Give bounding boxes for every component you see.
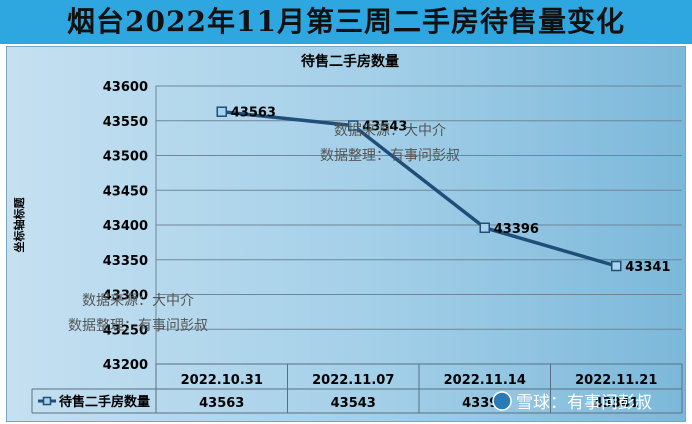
watermark-left-line1: 数据来源：大中介 <box>82 293 194 309</box>
watermark-corner: 雪球：有事问彭叔 <box>492 391 652 413</box>
y-tick-label: 43500 <box>103 150 148 165</box>
data-point-marker <box>216 106 227 117</box>
x-category-label: 2022.11.14 <box>444 373 526 388</box>
data-point-marker <box>611 260 622 272</box>
y-tick-label: 43350 <box>103 254 148 269</box>
data-point-marker <box>348 120 359 131</box>
y-tick-label: 43450 <box>103 184 148 199</box>
watermark-top-line2: 数据整理：有事问彭叔 <box>320 148 460 164</box>
snowball-logo-icon <box>492 391 512 411</box>
legend-key-marker <box>42 396 52 406</box>
x-category-label: 2022.10.31 <box>181 373 263 388</box>
y-tick-label: 43550 <box>103 115 148 130</box>
y-tick-label: 43300 <box>103 289 148 304</box>
table-value-cell: 43341 <box>594 396 639 411</box>
table-value-cell: 43543 <box>331 396 376 411</box>
chart-panel <box>6 46 686 422</box>
data-label: 43563 <box>231 106 276 121</box>
y-axis-title: 坐标轴标题 <box>12 197 26 253</box>
series-line <box>221 109 617 268</box>
chart-title: 待售二手房数量 <box>301 53 399 70</box>
y-tick-label: 43600 <box>103 80 148 95</box>
data-label: 43543 <box>362 120 407 135</box>
data-label: 43396 <box>494 222 539 237</box>
banner-title: 烟台2022年11月第三周二手房待售量变化 <box>0 0 692 44</box>
watermark-corner-text: 雪球：有事问彭叔 <box>516 393 652 413</box>
watermark-left-line2: 数据整理：有事问彭叔 <box>68 318 208 334</box>
data-point-marker <box>479 222 490 234</box>
data-label: 43341 <box>625 260 670 275</box>
x-category-label: 2022.11.21 <box>575 373 657 388</box>
watermark-top-line1: 数据来源：大中介 <box>334 123 446 139</box>
y-tick-label: 43200 <box>103 358 148 373</box>
y-tick-label: 43400 <box>103 219 148 234</box>
legend-series-name: 待售二手房数量 <box>58 394 150 410</box>
table-value-cell: 43563 <box>199 396 244 411</box>
x-category-label: 2022.11.07 <box>312 373 394 388</box>
y-tick-label: 43250 <box>103 323 148 338</box>
